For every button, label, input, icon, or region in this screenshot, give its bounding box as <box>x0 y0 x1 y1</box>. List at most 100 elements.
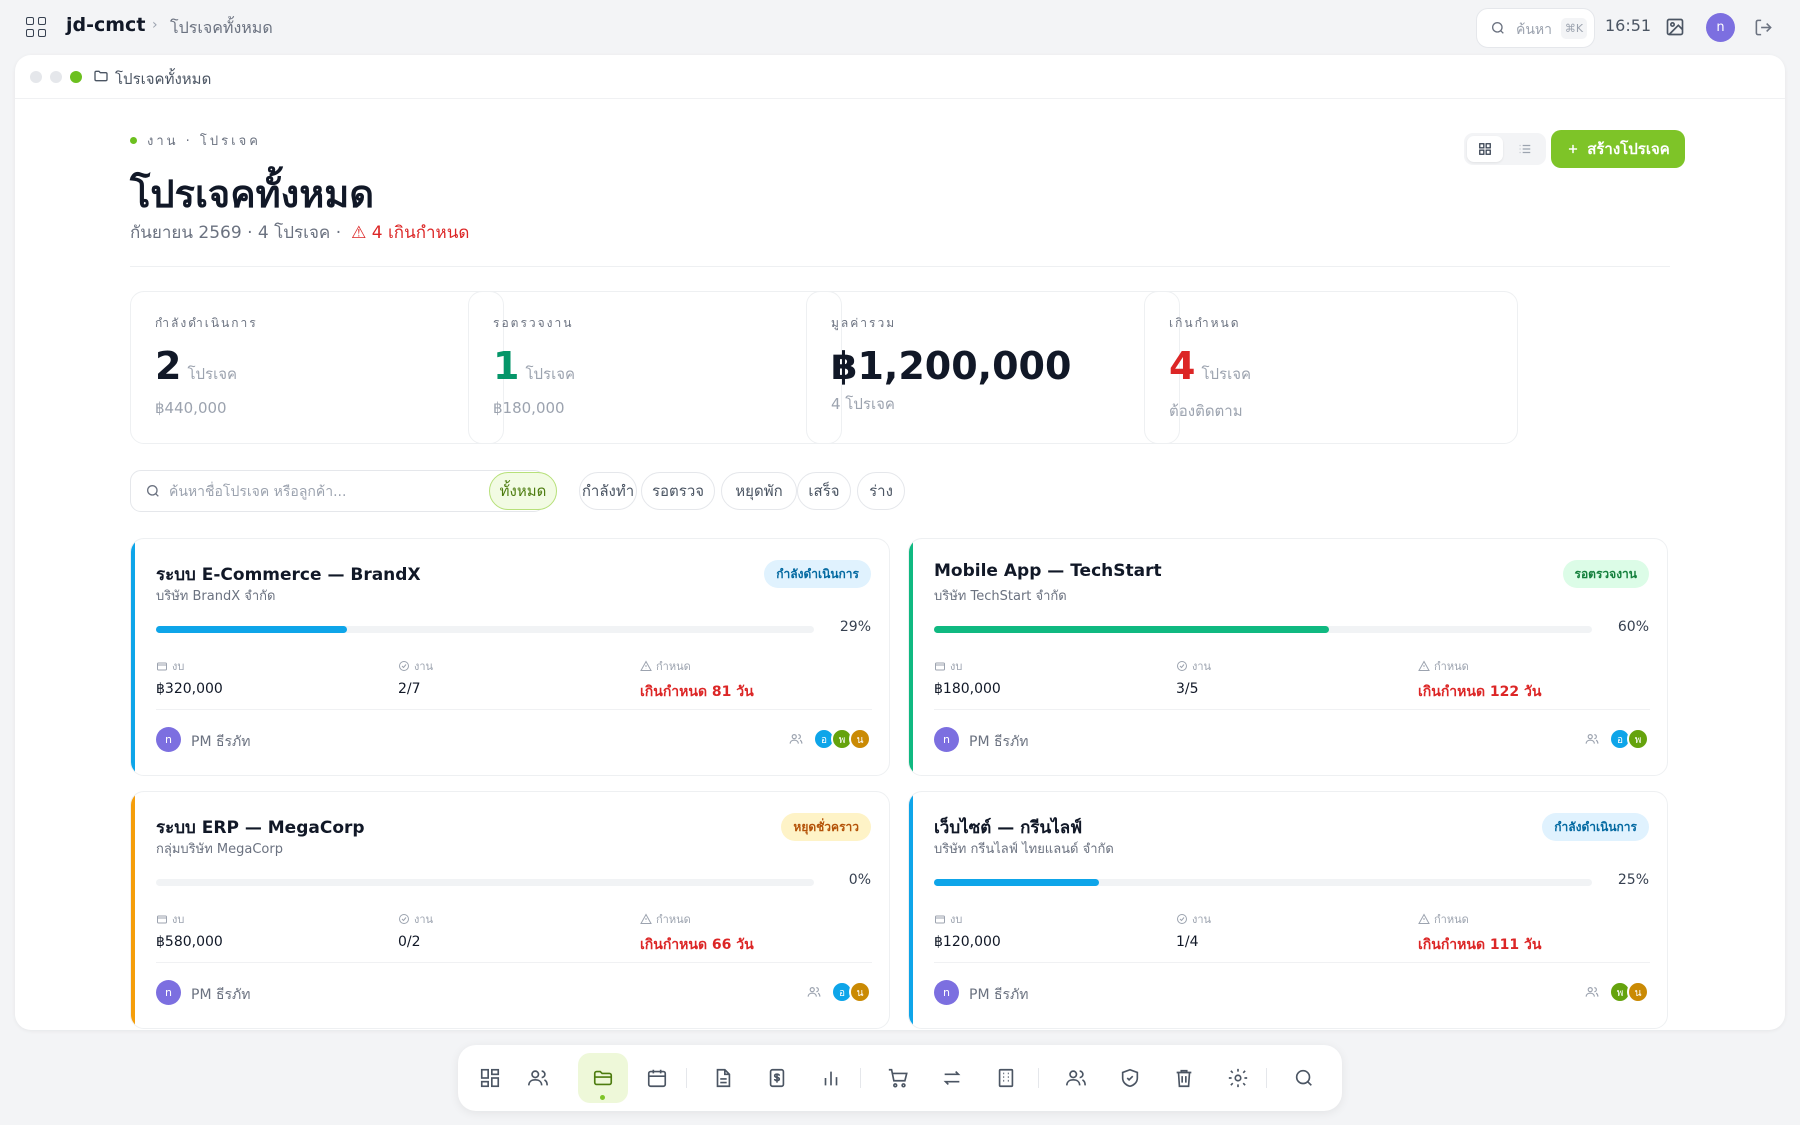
meta-tasks: งาน 2/7 <box>398 657 433 697</box>
meta-value: เกินกำหนด 122 วัน <box>1418 684 1542 700</box>
shortcut-badge: ⌘K <box>1561 18 1587 39</box>
calendar-icon <box>647 1069 667 1088</box>
dock-button-folder[interactable] <box>578 1053 628 1103</box>
filter-chip[interactable]: ทั้งหมด <box>489 472 557 510</box>
image-icon[interactable] <box>1665 17 1685 37</box>
project-search[interactable] <box>130 470 545 512</box>
meta-value: เกินกำหนด 66 วัน <box>640 937 754 953</box>
view-toggle <box>1464 133 1546 165</box>
warning-icon <box>640 660 652 671</box>
stat-value: 1 โปรเจค <box>493 344 576 388</box>
stat-unit: โปรเจค <box>187 365 238 383</box>
meta-budget: งบ ฿580,000 <box>156 910 223 950</box>
header-divider <box>130 266 1670 267</box>
project-title[interactable]: ระบบ ERP — MegaCorp <box>156 818 365 838</box>
progress-track <box>156 879 814 886</box>
meta-label: งาน <box>398 657 433 675</box>
meta-label: กำหนด <box>640 910 754 928</box>
meta-label: งบ <box>156 910 223 928</box>
dock-button-dashboard[interactable] <box>465 1053 515 1103</box>
stat-label: มูลค่ารวม <box>831 316 897 330</box>
clock: 16:51 <box>1605 16 1652 35</box>
stat-value: 4 โปรเจค <box>1169 344 1252 388</box>
window-minimize-dot[interactable] <box>50 71 62 83</box>
filter-chip[interactable]: เสร็จ <box>797 472 851 510</box>
dock-button-cart[interactable] <box>873 1053 923 1103</box>
dock-separator <box>860 1068 861 1088</box>
dock-button-building[interactable] <box>981 1053 1031 1103</box>
meta-value: 1/4 <box>1176 934 1199 950</box>
dock-button-calendar[interactable] <box>632 1053 682 1103</box>
progress-percent: 29% <box>839 619 871 635</box>
filter-chip[interactable]: รอตรวจ <box>641 472 715 510</box>
project-card[interactable]: เว็บไซต์ — กรีนไลฟ์บริษัท กรีนไลฟ์ ไทยแล… <box>908 791 1668 1029</box>
team-icon <box>1585 987 1599 997</box>
member-avatar: พ <box>1609 981 1631 1003</box>
progress-percent: 25% <box>1617 872 1649 888</box>
project-card[interactable]: Mobile App — TechStart บริษัท TechStart จ… <box>908 538 1668 776</box>
stat-label: เกินกำหนด <box>1169 316 1241 330</box>
filter-chip[interactable]: หยุดพัก <box>721 472 797 510</box>
filter-chip[interactable]: ร่าง <box>857 472 905 510</box>
dock-button-team[interactable] <box>1051 1053 1101 1103</box>
filter-chip[interactable]: กำลังทำ <box>579 472 637 510</box>
project-title[interactable]: เว็บไซต์ — กรีนไลฟ์ <box>934 818 1083 838</box>
progress-percent: 60% <box>1617 619 1649 635</box>
dock-button-search[interactable] <box>1279 1053 1329 1103</box>
project-client: บริษัท กรีนไลฟ์ ไทยแลนด์ จำกัด <box>934 842 1114 857</box>
dock-button-shield[interactable] <box>1105 1053 1155 1103</box>
project-client: กลุ่มบริษัท MegaCorp <box>156 842 283 857</box>
project-search-input[interactable] <box>169 480 529 504</box>
stat-label: กำลังดำเนินการ <box>155 316 258 330</box>
progress-track <box>934 879 1592 886</box>
list-icon <box>1519 144 1531 154</box>
team-icon <box>1066 1070 1086 1086</box>
create-project-button[interactable]: สร้างโปรเจค <box>1551 130 1685 168</box>
dock-button-trash[interactable] <box>1159 1053 1209 1103</box>
card-accent-bar <box>131 539 135 775</box>
dock-button-invoice[interactable] <box>752 1053 802 1103</box>
user-avatar[interactable]: n <box>1706 13 1735 42</box>
meta-label: งบ <box>156 657 223 675</box>
chevron-right-icon: › <box>152 17 158 33</box>
grid-view-button[interactable] <box>1467 136 1503 162</box>
meta-budget: งบ ฿120,000 <box>934 910 1001 950</box>
apps-grid-icon[interactable] <box>26 17 46 37</box>
project-title[interactable]: ระบบ E-Commerce — BrandX <box>156 565 421 585</box>
meta-label: กำหนด <box>1418 910 1541 928</box>
status-badge: หยุดชั่วคราว <box>781 813 871 841</box>
stat-sub: 4 โปรเจค <box>831 395 895 413</box>
grid-icon <box>1479 143 1491 155</box>
meta-deadline: กำหนด เกินกำหนด 111 วัน <box>1418 910 1541 956</box>
card-divider <box>934 962 1650 963</box>
stat-card: กำลังดำเนินการ 2 โปรเจค ฿440,000 <box>130 291 504 444</box>
project-card[interactable]: ระบบ E-Commerce — BrandX บริษัท BrandX จำ… <box>130 538 890 776</box>
breadcrumb[interactable]: โปรเจคทั้งหมด <box>170 18 273 37</box>
folder-icon <box>94 70 108 82</box>
dock-button-chart[interactable] <box>806 1053 856 1103</box>
dock-button-users[interactable] <box>513 1053 563 1103</box>
card-accent-bar <box>131 792 135 1028</box>
meta-tasks: งาน 1/4 <box>1176 910 1211 950</box>
stat-value: 2 โปรเจค <box>155 344 238 388</box>
meta-value: 3/5 <box>1176 681 1199 697</box>
app-name[interactable]: jd-cmct <box>66 14 146 36</box>
global-search-button[interactable]: ค้นหา ⌘K <box>1476 8 1595 48</box>
stat-card: เกินกำหนด 4 โปรเจค ต้องติดตาม <box>1144 291 1518 444</box>
project-card[interactable]: ระบบ ERP — MegaCorp กลุ่มบริษัท MegaCorp ห… <box>130 791 890 1029</box>
meta-budget: งบ ฿180,000 <box>934 657 1001 697</box>
card-accent-bar <box>909 539 913 775</box>
meta-deadline: กำหนด เกินกำหนด 122 วัน <box>1418 657 1541 703</box>
list-view-button[interactable] <box>1507 136 1543 162</box>
project-title[interactable]: Mobile App — TechStart <box>934 561 1162 581</box>
check-circle-icon <box>1177 661 1187 671</box>
window-maximize-dot[interactable] <box>70 71 82 83</box>
transfer-icon <box>943 1070 961 1086</box>
status-badge: รอตรวจงาน <box>1562 560 1649 588</box>
dock-button-document[interactable] <box>698 1053 748 1103</box>
dock-button-settings[interactable] <box>1213 1053 1263 1103</box>
member-avatar: น <box>849 981 871 1003</box>
dock-button-transfer[interactable] <box>927 1053 977 1103</box>
window-close-dot[interactable] <box>30 71 42 83</box>
logout-icon[interactable] <box>1754 18 1773 37</box>
